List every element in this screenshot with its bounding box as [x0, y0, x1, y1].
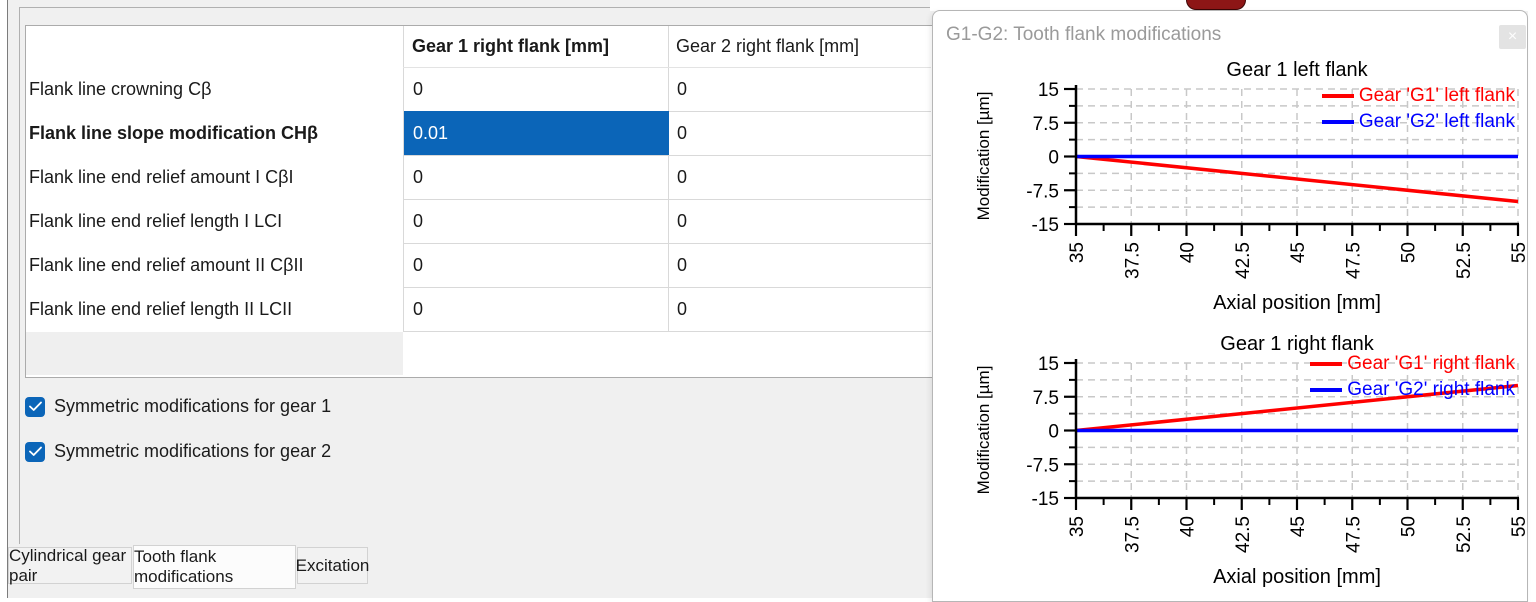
- cell-relief-amount2-g1[interactable]: 0: [413, 254, 424, 275]
- x-axis-label: Axial position [mm]: [1213, 566, 1381, 588]
- row-divider: [403, 243, 931, 244]
- x-tick-label: 35: [1067, 242, 1088, 263]
- x-tick-label: 55: [1509, 242, 1529, 263]
- y-tick-label: -15: [1032, 489, 1059, 510]
- pane-splitter[interactable]: [7, 0, 8, 598]
- x-tick-label: 40: [1178, 516, 1199, 537]
- cell-relief-length2-g1[interactable]: 0: [413, 298, 424, 319]
- cell-crowning-g2[interactable]: 0: [677, 78, 688, 99]
- cell-slope-g1-selected[interactable]: 0.01: [404, 111, 669, 155]
- tab-excitation[interactable]: Excitation: [296, 547, 369, 584]
- row-label-end-relief-amount-2: Flank line end relief amount II CβII: [29, 254, 304, 275]
- checkbox-label: Symmetric modifications for gear 1: [54, 396, 332, 416]
- cell-relief-amount1-g2[interactable]: 0: [677, 166, 688, 187]
- checkbox-symmetric-gear2[interactable]: Symmetric modifications for gear 2: [25, 441, 331, 462]
- close-icon[interactable]: ×: [1499, 25, 1526, 49]
- x-tick-label: 45: [1288, 242, 1309, 263]
- x-tick-label: 55: [1509, 516, 1529, 537]
- x-tick-label: 37.5: [1122, 242, 1143, 279]
- cell-slope-g2[interactable]: 0: [677, 122, 688, 143]
- y-tick-label: 0: [1048, 422, 1059, 443]
- cell-relief-amount1-g1[interactable]: 0: [413, 166, 424, 187]
- cell-relief-length1-g2[interactable]: 0: [677, 210, 688, 231]
- series-line-0: [1075, 154, 1519, 204]
- x-tick-label: 40: [1178, 242, 1199, 263]
- tab-tooth-flank-modifications[interactable]: Tooth flank modifications: [133, 545, 296, 589]
- checkbox-checked-icon: [25, 441, 45, 462]
- x-tick-label: 42.5: [1233, 242, 1254, 279]
- row-divider: [403, 155, 931, 156]
- y-tick-label: 15: [1038, 80, 1059, 101]
- cell-crowning-g1[interactable]: 0: [413, 78, 424, 99]
- y-tick-label: 7.5: [1033, 388, 1059, 409]
- y-axis-label: Modification [µm]: [974, 92, 993, 221]
- checkbox-symmetric-gear1[interactable]: Symmetric modifications for gear 1: [25, 396, 331, 417]
- window-left-margin: [0, 0, 7, 598]
- legend-line-icon: [1310, 388, 1343, 392]
- cell-relief-length2-g2[interactable]: 0: [677, 298, 688, 319]
- legend-label: Gear 'G1' right flank: [1347, 353, 1515, 374]
- column-header-gear2-right-flank[interactable]: Gear 2 right flank [mm]: [676, 36, 860, 56]
- legend-item: Gear 'G1' right flank: [1310, 351, 1515, 377]
- legend-label: Gear 'G2' left flank: [1358, 111, 1515, 132]
- x-tick-label: 52.5: [1454, 516, 1475, 553]
- legend-line-icon: [1310, 362, 1343, 366]
- cell-relief-amount2-g2[interactable]: 0: [677, 254, 688, 275]
- empty-row-header: [26, 332, 403, 375]
- y-tick-label: 7.5: [1033, 114, 1059, 135]
- y-tick-label: 0: [1048, 148, 1059, 169]
- row-label-end-relief-length-1: Flank line end relief length I LCI: [29, 210, 283, 231]
- background-window-edge: [1528, 0, 1536, 598]
- row-divider: [403, 67, 931, 68]
- y-tick-label: -7.5: [1026, 455, 1059, 476]
- x-tick-label: 50: [1399, 516, 1420, 537]
- legend-item: Gear 'G2' right flank: [1310, 377, 1515, 403]
- row-divider: [403, 287, 931, 288]
- y-tick-label: -7.5: [1026, 181, 1059, 202]
- legend-line-icon: [1321, 94, 1354, 98]
- legend-item: Gear 'G1' left flank: [1321, 83, 1515, 109]
- chart-gear1-left-flank: 15 7.5 0 -7.5 -15 35 37.5 40 42.5 45 47.5 50 52.5 55 G…: [974, 59, 1529, 314]
- legend-label: Gear 'G1' left flank: [1358, 85, 1515, 106]
- y-tick-label: -15: [1032, 215, 1059, 236]
- y-tick-label: 15: [1038, 354, 1059, 375]
- background-window-red-arc-fragment: [1186, 0, 1246, 10]
- row-label-crowning: Flank line crowning Cβ: [29, 78, 212, 99]
- row-label-end-relief-length-2: Flank line end relief length II LCII: [29, 298, 293, 319]
- row-label-slope-modification: Flank line slope modification CHβ: [29, 122, 319, 143]
- chart-title: Gear 1 left flank: [1226, 59, 1368, 81]
- checkbox-checked-icon: [25, 396, 45, 417]
- legend-label: Gear 'G2' right flank: [1347, 379, 1515, 400]
- legend-item: Gear 'G2' left flank: [1321, 109, 1515, 135]
- chart-legend: Gear 'G1' right flank Gear 'G2' right fla…: [1310, 351, 1515, 403]
- row-divider: [403, 331, 931, 332]
- x-tick-label: 45: [1288, 516, 1309, 537]
- chart-gear1-right-flank: 15 7.5 0 -7.5 -15 35 37.5 40 42.5 45 47.5 50 52.5 55 G…: [974, 333, 1529, 588]
- column-divider: [668, 26, 669, 331]
- x-tick-label: 47.5: [1343, 242, 1364, 279]
- x-tick-label: 50: [1399, 242, 1420, 263]
- row-label-end-relief-amount-1: Flank line end relief amount I CβI: [29, 166, 294, 187]
- series-line-0: [1075, 383, 1519, 433]
- chart-legend: Gear 'G1' left flank Gear 'G2' left flank: [1321, 83, 1515, 135]
- flank-modifications-table: Gear 1 right flank [mm] Gear 2 right fla…: [25, 25, 934, 378]
- x-tick-label: 37.5: [1122, 516, 1143, 553]
- chart-panel-tooth-flank-modifications[interactable]: G1-G2: Tooth flank modifications × 15 7.5…: [932, 10, 1529, 602]
- x-tick-label: 47.5: [1343, 516, 1364, 553]
- checkbox-label: Symmetric modifications for gear 2: [54, 441, 332, 461]
- chart-title: Gear 1 right flank: [1220, 333, 1374, 355]
- legend-line-icon: [1321, 120, 1354, 124]
- tab-cylindrical-gear-pair[interactable]: Cylindrical gear pair: [8, 546, 132, 585]
- cell-relief-length1-g1[interactable]: 0: [413, 210, 424, 231]
- column-divider: [403, 26, 404, 331]
- column-header-gear1-right-flank[interactable]: Gear 1 right flank [mm]: [412, 36, 610, 56]
- y-axis-label: Modification [µm]: [974, 366, 993, 495]
- x-tick-label: 52.5: [1454, 242, 1475, 279]
- row-divider: [403, 199, 931, 200]
- x-axis-label: Axial position [mm]: [1213, 292, 1381, 314]
- x-tick-label: 35: [1067, 516, 1088, 537]
- panel-title: G1-G2: Tooth flank modifications: [946, 24, 1222, 45]
- x-tick-label: 42.5: [1233, 516, 1254, 553]
